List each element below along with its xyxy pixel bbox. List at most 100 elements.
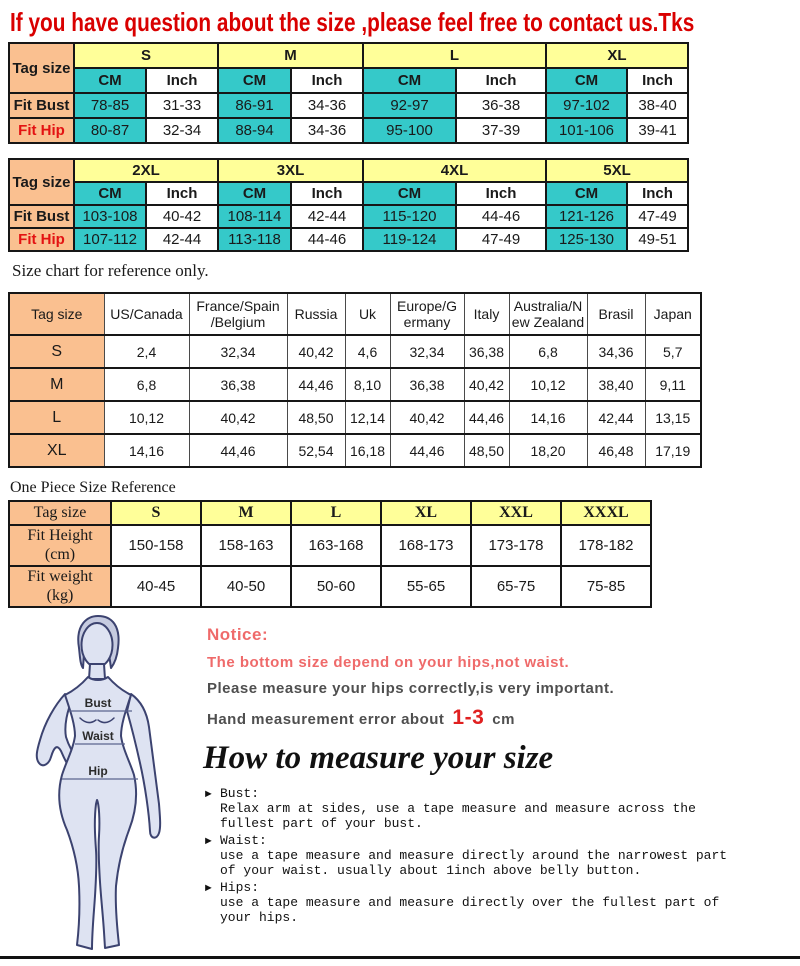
cell: 36,38: [188, 367, 288, 402]
cell: 13,15: [644, 400, 702, 435]
unit-header: CM: [362, 181, 457, 206]
neck: [88, 663, 106, 680]
unit-header: CM: [217, 67, 292, 94]
unit-header: CM: [545, 181, 628, 206]
cell: 97-102: [545, 92, 628, 119]
cell: 6,8: [508, 334, 588, 369]
cell: 40-45: [110, 565, 202, 608]
cell: 55-65: [380, 565, 472, 608]
column-header: Uk: [344, 292, 391, 336]
table-row: Fit weight (kg) 40-45 40-50 50-60 55-65 …: [8, 565, 652, 608]
cell: 4,6: [344, 334, 391, 369]
size-header: XL: [545, 42, 689, 69]
column-header: US/Canada: [103, 292, 190, 336]
unit-header: Inch: [626, 181, 689, 206]
cell: 47-49: [626, 204, 689, 229]
cell: 48,50: [286, 400, 346, 435]
cell: 103-108: [73, 204, 147, 229]
cell: 48,50: [463, 433, 510, 468]
size-header: S: [110, 500, 202, 526]
cell: 32-34: [145, 117, 219, 144]
cell: 113-118: [217, 227, 292, 252]
cell: 14,16: [508, 400, 588, 435]
size-table-s-xl: Tag size S M L XL CM Inch CM Inch CM Inc…: [8, 42, 689, 144]
cell: 125-130: [545, 227, 628, 252]
table-row: CM Inch CM Inch CM Inch CM Inch: [9, 181, 689, 206]
unit-header: CM: [362, 67, 457, 94]
cell: 34-36: [290, 92, 364, 119]
unit-header: CM: [545, 67, 628, 94]
cell: 78-85: [73, 92, 147, 119]
cell: 32,34: [389, 334, 465, 369]
conversion-table: Tag size US/Canada France/Spain /Belgium…: [8, 292, 702, 468]
table-row: Tag size US/Canada France/Spain /Belgium…: [8, 292, 702, 336]
cell: 38-40: [626, 92, 689, 119]
cell: 34,36: [586, 334, 646, 369]
list-item: ► Waist: use a tape measure and measure …: [203, 832, 800, 879]
cell: 40,42: [463, 367, 510, 402]
table-row: Tag size 2XL 3XL 4XL 5XL: [8, 158, 689, 206]
cell: 44,46: [389, 433, 465, 468]
cell: 115-120: [362, 204, 457, 229]
cell: 40-42: [145, 204, 219, 229]
size-header: XXXL: [560, 500, 652, 526]
cell: 108-114: [217, 204, 292, 229]
row-label: Fit Hip: [8, 117, 75, 144]
table-row: Fit Height (cm) 150-158 158-163 163-168 …: [8, 524, 652, 567]
cell: 42,44: [586, 400, 646, 435]
table-row: Tag size S M L XL XXL XXXL: [8, 500, 652, 526]
row-label: XL: [8, 433, 105, 468]
waist-label: Waist: [82, 729, 114, 743]
cell: 36,38: [463, 334, 510, 369]
table-row: Fit Hip 80-87 32-34 88-94 34-36 95-100 3…: [8, 117, 689, 144]
cell: 37-39: [455, 117, 547, 144]
torso-and-legs: [58, 676, 138, 950]
unit-header: Inch: [145, 67, 219, 94]
right-arm: [126, 693, 162, 839]
cell: 158-163: [200, 524, 292, 567]
unit-header: Inch: [455, 67, 547, 94]
bottom-divider: [0, 956, 800, 959]
list-item: ► Bust: Relax arm at sides, use a tape m…: [203, 785, 800, 832]
cell: 2,4: [103, 334, 190, 369]
hip-label: Hip: [88, 764, 107, 778]
table-row: XL 14,16 44,46 52,54 16,18 44,46 48,50 1…: [8, 433, 702, 468]
cell: 92-97: [362, 92, 457, 119]
arrow-bullet-icon: ►: [203, 881, 214, 894]
corner-label: Tag size: [8, 500, 112, 526]
notice-line-3-suffix: cm: [492, 711, 515, 728]
corner-label: Tag size: [8, 42, 75, 94]
one-piece-table: Tag size S M L XL XXL XXXL Fit Height (c…: [8, 500, 652, 608]
cell: 38,40: [586, 367, 646, 402]
how-to-title: How to measure your size: [203, 740, 554, 776]
list-item: ► Hips: use a tape measure and measure d…: [203, 879, 800, 926]
cell: 36,38: [389, 367, 465, 402]
size-header: 5XL: [545, 158, 689, 183]
cell: 44,46: [286, 367, 346, 402]
cell: 44,46: [188, 433, 288, 468]
cell: 8,10: [344, 367, 391, 402]
unit-header: CM: [73, 181, 147, 206]
table-row: Fit Bust 78-85 31-33 86-91 34-36 92-97 3…: [8, 92, 689, 119]
cell: 44,46: [463, 400, 510, 435]
column-header: Japan: [644, 292, 702, 336]
page-title: If you have question about the size ,ple…: [10, 7, 695, 37]
bust-label: Bust: [85, 696, 112, 710]
head: [80, 622, 114, 668]
item-text: use a tape measure and measure directly …: [220, 847, 728, 878]
cell: 40,42: [188, 400, 288, 435]
size-table-2xl-5xl: Tag size 2XL 3XL 4XL 5XL CM Inch CM Inch…: [8, 158, 689, 252]
cell: 65-75: [470, 565, 562, 608]
bust-instructions: Bust: Relax arm at sides, use a tape mea…: [220, 785, 696, 832]
unit-header: CM: [217, 181, 292, 206]
row-label: Fit Bust: [8, 204, 75, 229]
corner-label: Tag size: [8, 158, 75, 206]
cell: 80-87: [73, 117, 147, 144]
size-header: L: [290, 500, 382, 526]
size-header: XXL: [470, 500, 562, 526]
measurement-error-value: 1-3: [452, 706, 485, 729]
size-header: 2XL: [73, 158, 219, 183]
unit-header: CM: [73, 67, 147, 94]
cell: 119-124: [362, 227, 457, 252]
